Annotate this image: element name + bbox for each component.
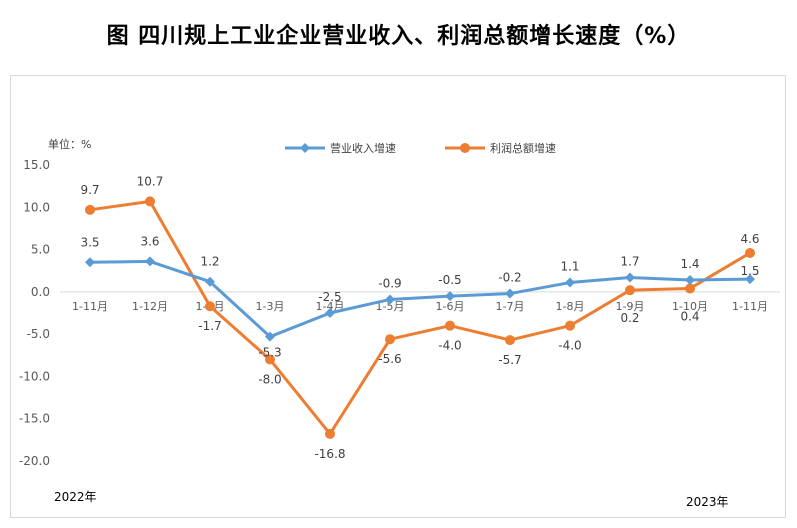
series-line-profit: [89, 199, 751, 436]
data-point-profit: [745, 247, 755, 258]
data-label: 0.4: [680, 309, 699, 323]
data-label: 1.2: [200, 255, 219, 269]
y-tick-label: -5.0: [27, 327, 50, 341]
data-label: -4.0: [558, 339, 581, 353]
x-tick-label: 1-8月: [556, 300, 585, 313]
x-tick-label: 1-6月: [436, 300, 465, 313]
y-tick-label: 10.0: [23, 200, 50, 214]
data-point-profit: [565, 320, 575, 331]
data-label: -0.9: [378, 276, 401, 290]
x-tick-label: 1-11月: [72, 300, 108, 313]
data-point-profit: [445, 320, 455, 331]
data-point-profit: [205, 301, 215, 312]
data-label: 3.5: [80, 235, 99, 249]
data-label: 0.2: [620, 311, 639, 325]
data-label: -5.6: [378, 352, 401, 366]
data-label: 1.1: [560, 260, 579, 274]
y-tick-label: -20.0: [19, 454, 50, 468]
page-title: 图 四川规上工业企业营业收入、利润总额增长速度（%）: [106, 24, 691, 49]
data-point-revenue: [385, 294, 395, 305]
series-line-revenue: [89, 259, 751, 339]
data-label: 4.6: [740, 232, 759, 246]
data-label: 3.6: [140, 234, 159, 248]
data-point-profit: [85, 204, 95, 215]
x-tick-label: 1-3月: [256, 300, 285, 313]
data-label: -5.3: [258, 346, 281, 360]
data-label: -0.2: [498, 271, 521, 285]
data-point-profit: [685, 283, 695, 294]
data-point-revenue: [85, 257, 95, 268]
legend-marker-profit: [460, 143, 470, 153]
year-start-label: 2022年: [54, 490, 97, 504]
data-point-profit: [625, 285, 635, 296]
data-point-profit: [505, 335, 515, 346]
x-tick-label: 1-12月: [132, 300, 168, 313]
data-point-revenue: [565, 277, 575, 288]
data-point-revenue: [265, 331, 275, 342]
data-point-profit: [145, 196, 155, 207]
data-point-profit: [385, 334, 395, 345]
data-point-revenue: [505, 288, 515, 299]
data-point-revenue: [325, 308, 335, 318]
data-point-revenue: [685, 275, 695, 286]
data-point-revenue: [145, 256, 155, 267]
x-tick-label: 1-7月: [496, 300, 525, 313]
unit-label: 单位：%: [48, 137, 91, 151]
data-label: 1.7: [620, 254, 639, 268]
data-point-revenue: [205, 276, 215, 287]
x-tick-label: 1-5月: [376, 300, 405, 313]
data-point-revenue: [745, 274, 755, 285]
legend-label: 利润总额增速: [490, 141, 556, 155]
data-label: -2.5: [318, 290, 341, 304]
data-label: 1.5: [740, 264, 759, 278]
legend: 营业收入增速 利润总额增速: [285, 141, 556, 155]
data-label: 9.7: [80, 183, 99, 197]
data-point-revenue: [445, 291, 455, 302]
data-label: -8.0: [258, 373, 281, 387]
data-point-profit: [265, 354, 275, 365]
x-tick-label: 1-9月: [616, 300, 645, 313]
data-label: -0.5: [438, 273, 461, 287]
legend-marker-revenue: [300, 143, 310, 153]
data-point-profit: [325, 428, 335, 439]
x-tick-label: 1-11月: [732, 300, 768, 313]
data-label: 1.4: [680, 257, 699, 271]
y-tick-label: 15.0: [23, 158, 50, 172]
year-end-label: 2023年: [686, 495, 729, 509]
data-label: -16.8: [314, 447, 345, 461]
data-label: 10.7: [137, 174, 164, 188]
y-tick-label: -10.0: [19, 369, 50, 383]
y-tick-label: -15.0: [19, 412, 50, 426]
chart-frame: [10, 75, 786, 518]
y-tick-label: 0.0: [31, 285, 50, 299]
data-label: -1.7: [198, 319, 221, 333]
x-tick-label: 1-10月: [672, 300, 708, 313]
data-label: -5.7: [498, 353, 521, 367]
data-point-revenue: [625, 272, 635, 283]
data-label: -4.0: [438, 339, 461, 353]
x-tick-label: 1-4月: [316, 300, 345, 313]
legend-label: 营业收入增速: [330, 141, 396, 155]
y-tick-label: 5.0: [31, 243, 50, 257]
